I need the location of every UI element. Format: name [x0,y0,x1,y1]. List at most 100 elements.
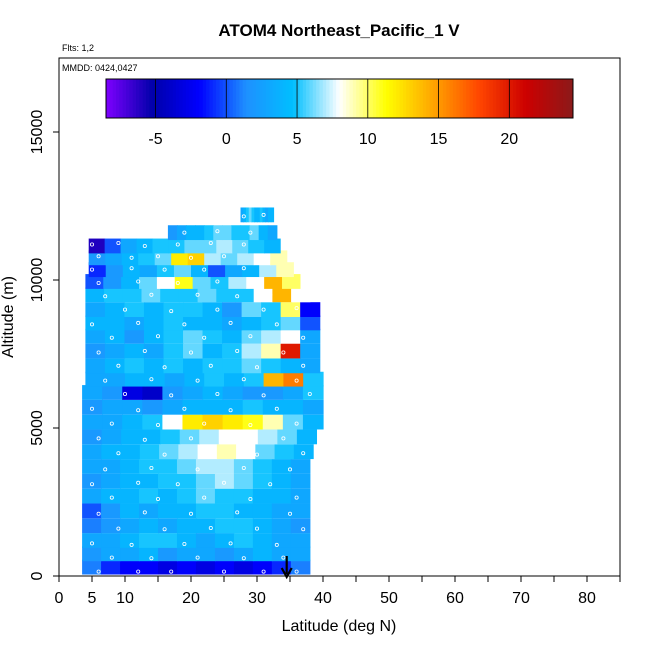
colorbar-segment [546,79,551,118]
colorbar-segment [349,79,354,118]
heatmap-cell [252,459,273,474]
sample-point [109,495,114,500]
heatmap-cell [139,488,159,504]
sample-point [136,480,141,485]
heatmap-cell [214,503,235,519]
colorbar-segment [186,79,190,118]
colorbar-segment [162,79,167,118]
colorbar-frame [105,78,574,119]
heatmap-cell [182,385,204,400]
colorbar-segment [196,79,200,118]
heatmap-cell [252,503,273,519]
x-tick-label: 10 [116,590,134,607]
heatmap-cell [235,287,255,303]
sample-point [274,406,279,411]
heatmap-cell [264,274,283,289]
heatmap-cell [216,238,233,254]
heatmap-cell [154,250,172,266]
sample-point [241,465,246,470]
sample-point [136,569,141,574]
heatmap-cell [82,444,102,460]
sample-point [254,365,259,370]
colorbar-segment [159,79,164,118]
colorbar-segment [166,79,170,118]
heatmap-cell [162,385,184,400]
heatmap-cell [258,225,269,241]
heatmap-cell [120,559,140,575]
heatmap-cell [160,429,181,445]
sample-point [90,267,95,272]
heatmap-cell [124,302,145,317]
colorbar-segment [466,79,471,118]
colorbar-segment [519,79,524,118]
heatmap-cell [261,328,282,344]
heatmap-cell [163,358,184,374]
heatmap-cell [88,250,106,266]
heatmap-cell [197,444,218,460]
heatmap-cell [171,250,189,266]
heatmap-cell [302,414,324,430]
sample-point [287,467,292,472]
heatmap-cell [102,385,123,400]
heatmap-cell [176,488,197,504]
sample-point [155,254,160,259]
colorbar-segment [172,79,177,118]
heatmap-cell [158,503,178,519]
heatmap-cell [263,371,284,387]
sample-point [261,569,266,574]
sample-point [254,526,259,531]
heatmap-cell [85,371,106,387]
colorbar-segment [499,79,504,118]
colorbar-segment [412,79,417,118]
colorbar-segment [346,79,351,118]
colorbar-segment [392,79,397,118]
heatmap-cell [195,488,216,504]
sample-point [90,242,95,247]
sample-point [188,350,193,355]
colorbar-segment [369,79,374,118]
sample-point [155,496,160,501]
colorbar-tick-label: 5 [293,131,302,148]
heatmap-cell [303,371,324,387]
heatmap-cell [272,287,292,303]
heatmap-cell [158,546,178,562]
heatmap-cell [176,459,197,474]
colorbar-segment [119,79,124,118]
heatmap-cell [139,262,158,278]
colorbar-segment [422,79,427,118]
heatmap-cell [271,533,292,548]
heatmap-cell [242,399,264,415]
sample-point [202,495,207,500]
sample-point [109,335,114,340]
heatmap-cell [105,371,126,387]
heatmap-cell [204,250,222,266]
heatmap-cell [225,262,243,278]
colorbar-segment [459,79,464,118]
heatmap-cell [136,238,154,254]
heatmap-cell [302,385,324,400]
colorbar-segment [109,79,114,118]
heatmap-cell [184,238,201,254]
sample-point [294,569,299,574]
sample-point [182,230,187,235]
heatmap-cell [140,429,161,445]
heatmap-cell [202,315,223,331]
sample-point [254,255,259,260]
y-axis-label: Altitude (m) [0,276,17,358]
colorbar-segment [542,79,547,118]
heatmap-cell [163,328,184,344]
heatmap-cell [283,371,304,387]
heatmap-cell [183,358,204,374]
heatmap-cell [216,287,236,303]
sample-point [281,436,286,441]
heatmap-cell [271,546,292,562]
colorbar: -5 0 5 10 15 20 [105,78,574,148]
colorbar-segment [326,79,330,118]
colorbar-segment [379,79,384,118]
heatmap-cell [277,429,298,445]
colorbar-segment [522,79,527,118]
position-arrow [280,556,293,580]
sample-point [301,335,306,340]
heatmap-cell [125,371,146,387]
colorbar-segment [539,79,544,118]
